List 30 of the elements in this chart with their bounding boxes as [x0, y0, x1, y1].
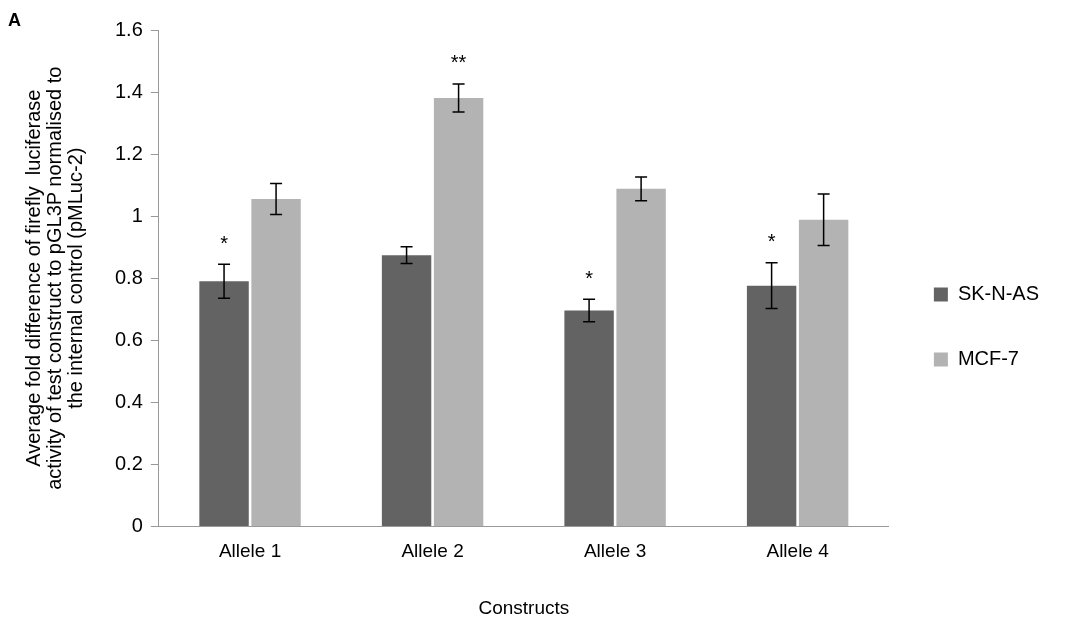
bar: [798, 219, 849, 526]
annotation: *: [767, 230, 776, 253]
bar: [381, 255, 432, 526]
y-axis-title: Average fold difference of firefly luciferase activity of test construct to pGL3P normalised to the internal control (pMLuc-2): [22, 66, 87, 490]
y-tick-label: 0.6: [114, 327, 143, 350]
annotation: **: [450, 51, 467, 74]
bar: [199, 281, 249, 526]
x-tick-label: Allele 4: [766, 540, 830, 562]
y-tick-label: 1.4: [114, 79, 143, 102]
text: A: [8, 9, 21, 30]
y-tick-label: 0.4: [114, 389, 143, 412]
annotation: *: [220, 231, 229, 254]
bar: [746, 285, 797, 526]
y-tick-label: 1.6: [114, 17, 143, 40]
legend-label: SK-N-AS: [957, 282, 1039, 305]
bar: [564, 310, 614, 526]
y-tick-label: 0.8: [114, 265, 143, 288]
y-tick-label: 1.2: [114, 141, 143, 164]
x-tick-label: Allele 2: [401, 540, 464, 562]
bar: [616, 188, 666, 526]
annotation: *: [585, 266, 594, 289]
x-tick-label: Allele 1: [218, 540, 282, 562]
x-axis-title: Constructs: [478, 596, 570, 618]
x-tick-label: Allele 3: [583, 540, 647, 562]
y-tick-label: 0: [131, 513, 143, 536]
bar: [251, 199, 301, 526]
y-tick-label: 0.2: [114, 451, 143, 474]
bar: [433, 97, 484, 526]
legend-label: MCF-7: [957, 347, 1019, 370]
y-tick-label: 1: [131, 203, 143, 226]
